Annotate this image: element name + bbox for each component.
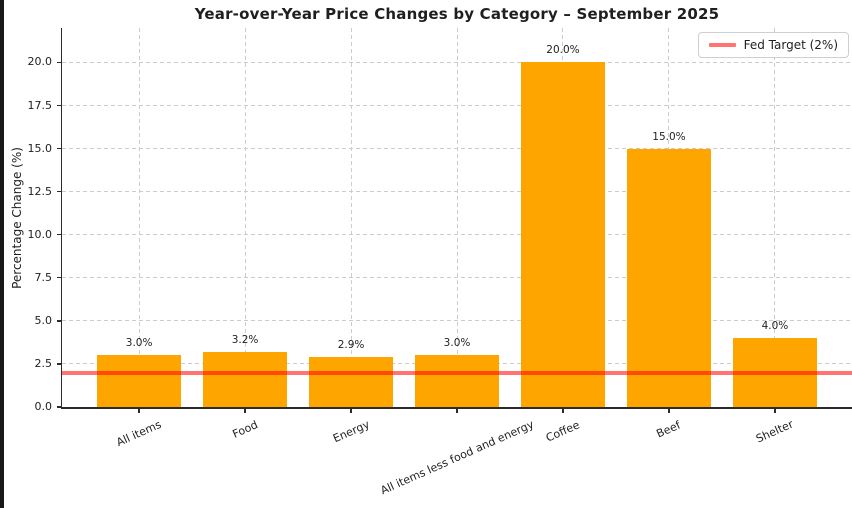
x-tick-mark (774, 408, 776, 413)
chart-title: Year-over-Year Price Changes by Category… (194, 5, 720, 23)
y-tick-label: 5.0 (34, 313, 53, 327)
bar-value-label: 15.0% (652, 130, 686, 143)
legend-label: Fed Target (2%) (743, 38, 838, 52)
gridline-vertical (774, 28, 776, 407)
gridline-vertical (244, 28, 246, 407)
bar-coffee (520, 62, 606, 407)
fed-target-reference-line (62, 370, 852, 375)
x-tick-label: Energy (330, 418, 372, 446)
y-tick-label: 17.5 (27, 98, 53, 112)
bar-value-label: 20.0% (546, 44, 580, 57)
bar-food (202, 351, 288, 407)
x-tick-label: All items less food and energy (378, 417, 536, 498)
y-tick-mark (56, 277, 61, 279)
bar-all-items-less-food-and-energy (414, 355, 500, 407)
y-axis-label: Percentage Change (%) (9, 146, 24, 289)
y-tick-label: 12.5 (27, 184, 53, 198)
y-tick-mark (56, 104, 61, 107)
y-tick-mark (56, 61, 61, 64)
y-tick-label: 20.0 (27, 55, 53, 69)
bar-value-label: 3.2% (231, 333, 259, 346)
x-tick-mark (138, 408, 140, 413)
x-tick-mark (350, 408, 352, 413)
y-tick-mark (56, 147, 61, 150)
y-tick-label: 7.5 (34, 270, 53, 284)
fed-target-line-swatch (708, 43, 736, 47)
gridline-vertical (138, 28, 140, 407)
x-tick-label: Food (230, 417, 260, 441)
x-tick-label: Coffee (543, 418, 582, 445)
legend: Fed Target (2%) (697, 32, 849, 58)
x-tick-mark (668, 408, 670, 413)
x-tick-mark (456, 408, 458, 413)
x-axis-spine (60, 407, 852, 409)
x-tick-label: Shelter (754, 417, 796, 446)
bar-value-label: 4.0% (761, 320, 789, 333)
bar-energy (308, 357, 394, 407)
y-tick-label: 15.0 (27, 141, 53, 155)
bar-beef (626, 148, 712, 407)
gridline-vertical (456, 28, 458, 407)
y-tick-mark (56, 320, 61, 322)
y-tick-label: 0.0 (34, 400, 53, 413)
y-tick-mark (56, 406, 61, 408)
x-tick-mark (244, 408, 246, 413)
bar-value-label: 3.0% (125, 337, 153, 350)
screen-left-edge (0, 0, 4, 508)
bar-all-items (96, 355, 182, 407)
y-tick-label: 2.5 (34, 356, 53, 370)
x-tick-mark (562, 408, 564, 413)
y-tick-mark (56, 363, 61, 365)
x-tick-label: All items (114, 418, 164, 450)
y-tick-label: 10.0 (27, 227, 53, 241)
y-tick-mark (56, 234, 61, 236)
y-axis-spine (60, 28, 62, 409)
gridline-vertical (350, 28, 352, 407)
bar-value-label: 3.0% (443, 337, 471, 350)
y-tick-mark (56, 190, 61, 193)
bar-value-label: 2.9% (337, 339, 365, 352)
x-tick-label: Beef (654, 417, 683, 441)
